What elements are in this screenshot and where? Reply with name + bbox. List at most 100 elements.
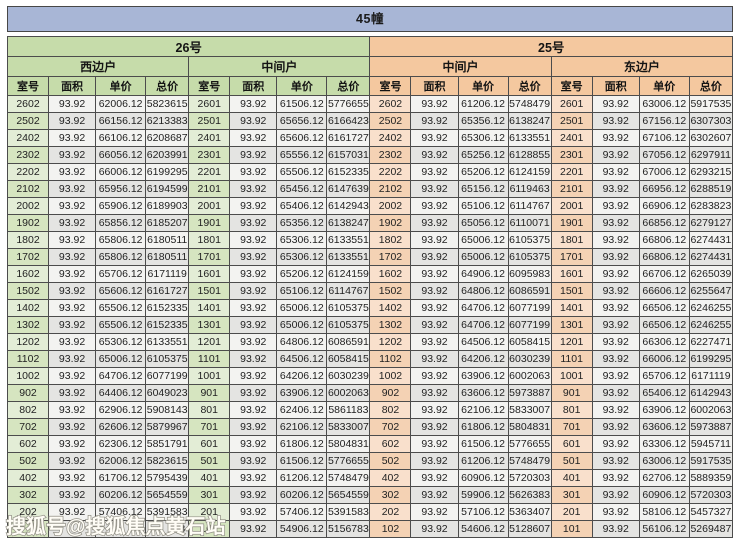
room-cell: 902 [6, 384, 50, 402]
total-price-cell: 6030239 [507, 350, 552, 368]
room-cell: 2401 [550, 129, 593, 147]
area-cell: 93.92 [48, 146, 97, 164]
room-cell: 2602 [6, 95, 50, 113]
total-price-cell: 6077199 [507, 299, 552, 317]
area-cell: 93.92 [410, 299, 459, 317]
area-cell: 93.92 [229, 350, 278, 368]
total-price-cell: 5776655 [326, 95, 371, 113]
room-cell: 2102 [369, 180, 412, 198]
room-cell: 2101 [550, 180, 593, 198]
total-price-cell: 5626383 [507, 486, 552, 504]
area-cell: 93.92 [591, 384, 640, 402]
area-cell: 93.92 [410, 316, 459, 334]
unit-price-cell: 65506.12 [95, 299, 147, 317]
table-row: 1302 93.92 65506.12 6152335 1301 93.92 65006.1… [6, 316, 734, 334]
table-row: 1502 93.92 65606.12 6161727 1501 93.92 65106.1… [6, 282, 734, 300]
room-cell: 401 [188, 469, 231, 487]
total-price-cell: 6265039 [688, 265, 734, 283]
area-cell: 93.92 [48, 231, 97, 249]
area-cell: 93.92 [591, 95, 640, 113]
unit-price-cell: 60206.12 [95, 486, 147, 504]
room-cell: 501 [550, 452, 593, 470]
col-header-unit-price: 单价 [276, 76, 328, 96]
area-cell: 93.92 [410, 452, 459, 470]
unit-price-cell: 64406.12 [95, 384, 147, 402]
room-cell: 2502 [369, 112, 412, 130]
total-price-cell: 6203991 [145, 146, 190, 164]
unit-price-cell: 64206.12 [276, 367, 328, 385]
area-cell: 93.92 [48, 248, 97, 266]
unit-price-cell: 66806.12 [638, 248, 690, 266]
total-price-cell: 5917535 [688, 452, 734, 470]
total-price-cell: 5833007 [507, 401, 552, 419]
total-price-cell: 6110071 [507, 214, 552, 232]
unit-price-cell: 60906.12 [638, 486, 690, 504]
area-cell: 93.92 [410, 486, 459, 504]
side-header-middle-26: 中间户 [188, 56, 371, 77]
total-price-cell: 5823615 [145, 95, 190, 113]
table-row: 743 101 93.92 54906.12 5156783 102 93.92 54606.… [6, 520, 734, 538]
total-price-cell: 5391583 [326, 503, 371, 521]
total-price-cell: 5720303 [688, 486, 734, 504]
area-cell: 93.92 [591, 282, 640, 300]
unit-price-cell: 65306.12 [276, 248, 328, 266]
room-cell: 2601 [188, 95, 231, 113]
room-cell: 2302 [6, 146, 50, 164]
unit-price-cell: 63006.12 [638, 452, 690, 470]
col-header-total-price: 总价 [688, 76, 734, 96]
total-price-cell: 6049023 [145, 384, 190, 402]
unit-price-cell: 66706.12 [638, 265, 690, 283]
area-cell: 93.92 [229, 163, 278, 181]
room-cell: 2001 [188, 197, 231, 215]
area-cell: 93.92 [48, 333, 97, 351]
total-price-cell: 5973887 [688, 418, 734, 436]
unit-price-cell: 65606.12 [276, 129, 328, 147]
room-cell: 1601 [550, 265, 593, 283]
total-price-cell: 6185207 [145, 214, 190, 232]
area-cell: 93.92 [48, 95, 97, 113]
area-cell: 93.92 [229, 333, 278, 351]
total-price-cell: 6133551 [326, 248, 371, 266]
room-cell: 701 [550, 418, 593, 436]
area-cell: 93.92 [410, 112, 459, 130]
table-row: 1702 93.92 65806.12 6180511 1701 93.92 65306.1… [6, 248, 734, 266]
total-price-cell: 6194599 [145, 180, 190, 198]
unit-price-cell: 66156.12 [95, 112, 147, 130]
total-price-cell: 6246255 [688, 316, 734, 334]
unit-price-cell: 62106.12 [276, 418, 328, 436]
total-price-cell: 6171119 [145, 265, 190, 283]
room-cell: 1002 [369, 367, 412, 385]
unit-price-cell: 56106.12 [638, 520, 690, 538]
total-price-cell: 6114767 [507, 197, 552, 215]
unit-price-cell: 64506.12 [276, 350, 328, 368]
total-price-cell: 6138247 [507, 112, 552, 130]
total-price-cell: 6030239 [326, 367, 371, 385]
unit-price-cell: 65356.12 [457, 112, 509, 130]
area-cell: 93.92 [229, 384, 278, 402]
area-cell: 93.92 [48, 469, 97, 487]
total-price-cell: 6086591 [507, 282, 552, 300]
room-cell: 1302 [6, 316, 50, 334]
area-cell: 93.92 [229, 231, 278, 249]
unit-price-cell: 65306.12 [276, 231, 328, 249]
unit-price-cell: 66006.12 [95, 163, 147, 181]
total-price-cell: 6189903 [145, 197, 190, 215]
table-row: 902 93.92 64406.12 6049023 901 93.92 63906.12 6… [6, 384, 734, 402]
area-cell: 93.92 [48, 163, 97, 181]
col-header-area: 面积 [410, 76, 459, 96]
col-header-area: 面积 [229, 76, 278, 96]
unit-price-cell: 67106.12 [638, 129, 690, 147]
room-cell: 1202 [6, 333, 50, 351]
unit-price-cell: 65856.12 [95, 214, 147, 232]
unit-price-cell [95, 520, 147, 538]
area-cell: 93.92 [591, 418, 640, 436]
room-cell: 1302 [369, 316, 412, 334]
table-row: 1402 93.92 65506.12 6152335 1401 93.92 65006.1… [6, 299, 734, 317]
area-cell: 93.92 [229, 180, 278, 198]
unit-price-cell: 58106.12 [638, 503, 690, 521]
col-header-total-price: 总价 [326, 76, 371, 96]
area-cell: 93.92 [410, 367, 459, 385]
total-price-cell: 5833007 [326, 418, 371, 436]
room-cell: 1102 [6, 350, 50, 368]
area-cell: 93.92 [410, 163, 459, 181]
